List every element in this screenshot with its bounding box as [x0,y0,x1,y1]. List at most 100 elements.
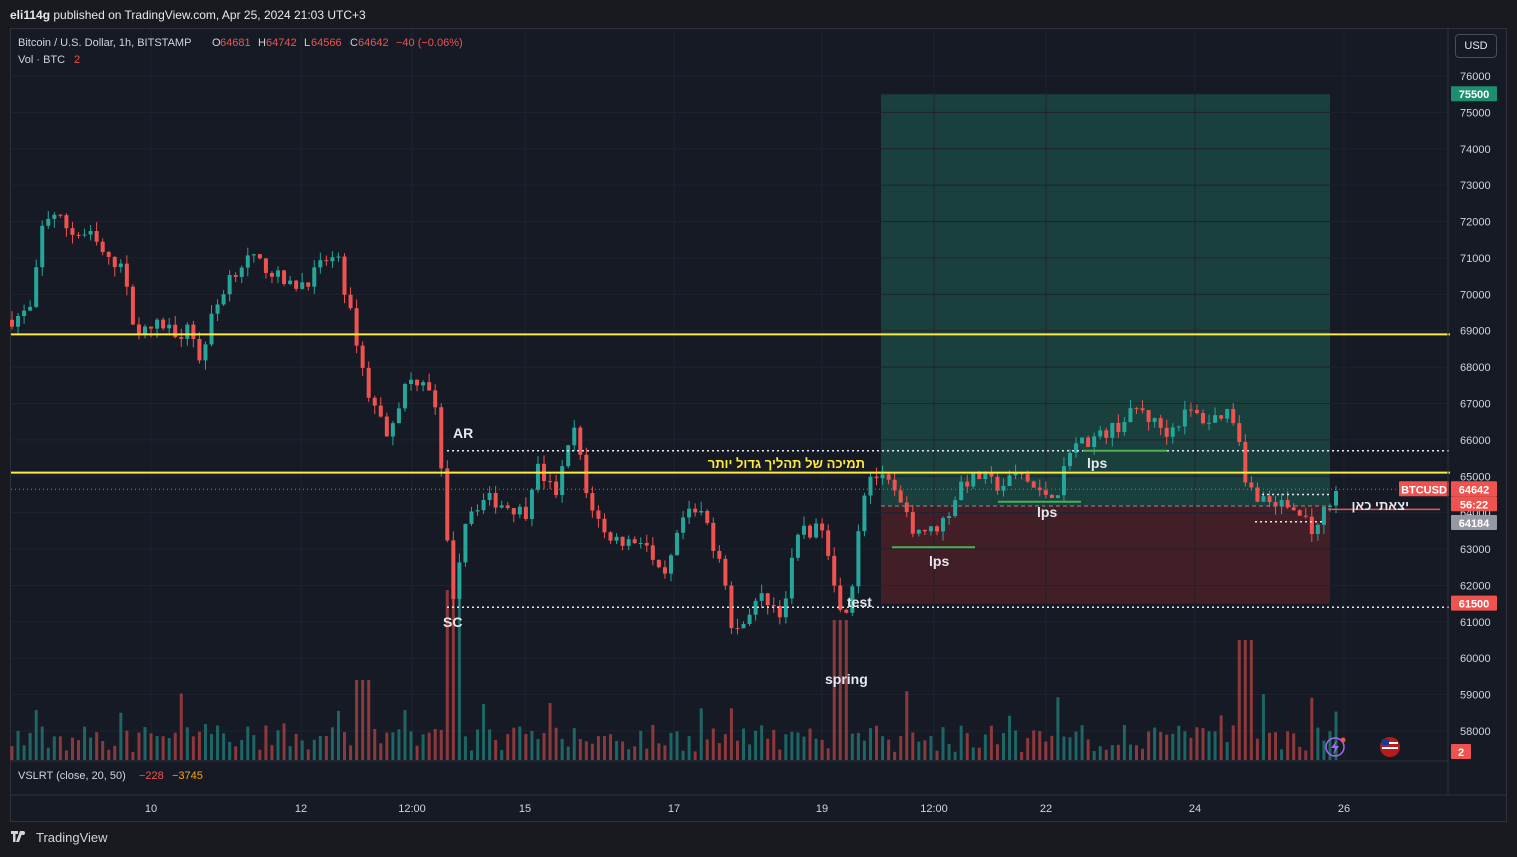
candle [203,344,208,361]
candle [681,517,686,533]
candle [354,308,359,346]
volume-bar [113,745,117,760]
volume-bar [421,734,425,760]
volume-bar [312,739,316,760]
flag-stripe-icon [1382,747,1398,749]
currency-button[interactable]: USD [1455,34,1497,58]
candle [481,499,486,511]
candle [318,260,323,268]
volume-bar [1062,736,1066,760]
candle [517,506,522,515]
candle [1261,496,1266,502]
volume-bar [820,739,824,760]
volume-bar [1056,697,1060,760]
price-tick: 59000 [1460,690,1491,702]
candle [209,313,214,345]
candle [167,324,172,329]
annotation-ar: AR [453,425,473,441]
volume-bar [415,745,419,760]
volume-bar [536,739,540,760]
candle [185,324,190,339]
volume-bar [1110,745,1114,760]
candle [161,319,166,329]
candle [814,523,819,538]
volume-bar [687,736,691,760]
volume-bar [506,734,510,760]
candle [10,319,14,327]
candle [795,534,800,558]
candle [1025,474,1030,482]
candle [741,623,746,629]
annotation-sc: SC [443,614,462,630]
volume-bar [258,749,262,760]
candle [977,472,982,480]
candle [983,472,988,480]
candle [644,542,649,546]
volume-bar [1086,739,1090,760]
volume-bar [234,746,238,760]
price-tick: 69000 [1460,326,1491,338]
volume-bar [729,708,733,760]
candle [910,512,915,534]
candle [342,256,347,295]
candle [336,256,341,258]
candle [1164,427,1169,437]
volume-bar [167,738,171,760]
volume-bar [1032,730,1036,760]
candle [505,505,510,509]
volume-bar [784,734,788,760]
candle [1194,409,1199,414]
candle [294,280,299,289]
candle [245,255,250,268]
candle [433,390,438,408]
candle [765,593,770,606]
volume-bar [1134,745,1138,760]
candle [1092,436,1097,447]
target-zone[interactable] [881,94,1330,506]
position-zones [881,94,1330,604]
candle [173,324,178,338]
candle [699,511,704,513]
candle [1315,524,1320,535]
candle [759,593,764,601]
volume-bar [216,725,220,760]
candle [632,539,637,544]
candle [1327,505,1332,507]
volume-bar [83,726,87,760]
volume-bar [657,743,661,760]
volume-bar [959,725,963,760]
candle [82,234,87,236]
volume-bar [10,746,14,760]
candle [729,585,734,629]
ohlc-c-value: 64642 [358,37,389,49]
candle [1055,495,1060,498]
candle [1122,422,1127,432]
price-tick: 76000 [1460,71,1491,83]
price-tick: 61000 [1460,617,1491,629]
volume-bar [270,745,274,760]
candle [862,495,867,532]
candle [971,472,976,487]
ohlc-o-label: O [212,37,221,49]
volume-bar [1310,697,1314,760]
candle [106,252,111,257]
publisher-user[interactable]: eli114g [10,8,51,22]
volume-bar [1014,730,1018,760]
candle [511,508,516,515]
volume-bar [1304,750,1308,760]
time-tick: 15 [519,803,531,815]
candle [965,481,970,487]
volume-bar [1255,738,1259,760]
volume-bar [1104,749,1108,760]
notification-dot-icon [1340,737,1346,743]
candle [850,586,855,613]
volume-bar [469,750,473,760]
candle [1243,442,1248,483]
candle [1158,418,1163,428]
volume-bar [64,750,68,760]
target-price-label: 75500 [1459,89,1490,101]
volume-bar [318,735,322,760]
lightning-icon[interactable] [1325,737,1345,757]
volume-bar [917,741,921,760]
